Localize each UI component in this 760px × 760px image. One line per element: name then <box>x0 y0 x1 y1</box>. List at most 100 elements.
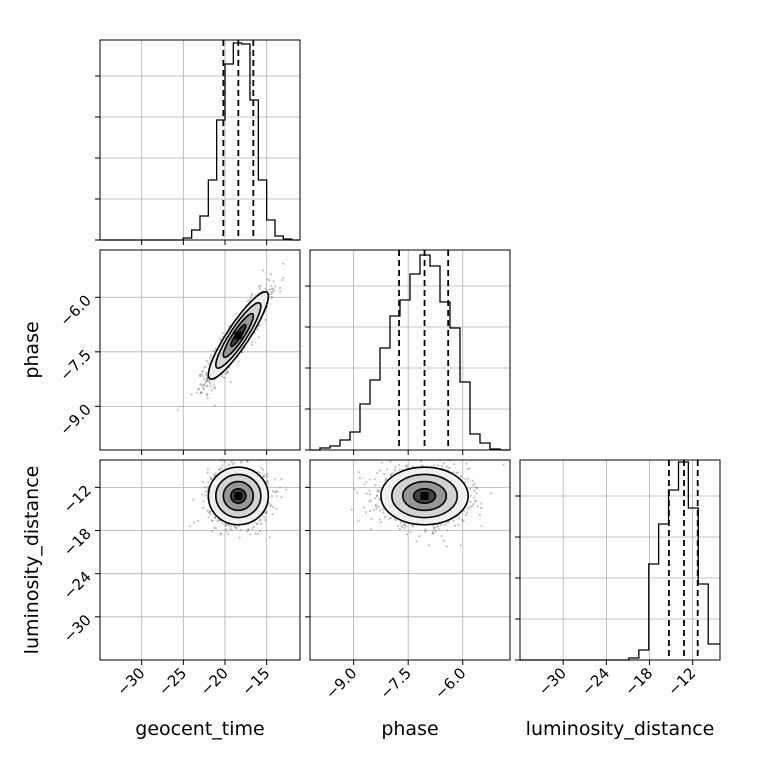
sample-point <box>201 370 204 373</box>
sample-point <box>452 519 455 523</box>
sample-point <box>405 464 409 467</box>
sample-point <box>467 506 470 509</box>
sample-point <box>217 468 221 471</box>
joint-content <box>310 460 510 660</box>
sample-point <box>401 524 404 527</box>
sample-point <box>220 455 222 457</box>
sample-point <box>235 312 238 315</box>
sample-point <box>274 490 277 493</box>
sample-point <box>206 393 209 396</box>
sample-point <box>209 513 212 516</box>
sample-point <box>270 292 273 296</box>
sample-point <box>462 510 466 513</box>
sample-point <box>502 463 505 466</box>
sample-point <box>202 500 205 503</box>
x-tick-label-geocent_time: −30 <box>113 664 148 699</box>
sample-point <box>364 511 368 514</box>
sample-point <box>357 471 361 474</box>
sample-point <box>256 522 259 525</box>
histogram-luminosity_distance <box>520 461 720 661</box>
sample-point <box>474 486 478 489</box>
sample-point <box>199 383 202 386</box>
sample-point <box>275 507 278 510</box>
sample-point <box>267 279 271 282</box>
sample-point <box>233 461 236 464</box>
sample-point <box>213 515 216 518</box>
sample-point <box>453 524 456 527</box>
sample-point <box>375 507 378 510</box>
sample-point <box>373 477 376 481</box>
sample-point <box>227 524 231 527</box>
sample-point <box>266 277 269 281</box>
sample-point <box>396 524 400 527</box>
sample-point <box>409 531 412 534</box>
sample-point <box>211 529 214 533</box>
sample-point <box>489 492 492 495</box>
x-tick-label-luminosity_distance: −12 <box>664 664 699 699</box>
sample-point <box>205 385 209 388</box>
sample-point <box>368 489 371 492</box>
sample-point <box>189 525 192 528</box>
sample-point <box>434 530 438 533</box>
sample-point <box>273 289 276 292</box>
sample-point <box>369 528 372 531</box>
sample-point <box>205 379 209 382</box>
sample-point <box>204 490 207 493</box>
sample-point <box>230 528 233 531</box>
sample-point <box>214 527 218 530</box>
x-tick-label-phase: −6.0 <box>431 664 469 702</box>
sample-point <box>453 463 456 466</box>
y-axis-label-luminosity_distance: luminosity_distance <box>21 466 43 655</box>
sample-point <box>388 518 391 521</box>
sample-point <box>197 519 200 523</box>
sample-point <box>210 519 214 522</box>
sample-point <box>201 374 204 378</box>
sample-point <box>382 511 385 514</box>
sample-point <box>439 523 443 526</box>
sample-point <box>227 463 230 466</box>
sample-point <box>226 369 229 372</box>
sample-point <box>227 532 230 536</box>
sample-point <box>269 273 272 276</box>
sample-point <box>204 365 207 368</box>
sample-point <box>379 520 383 524</box>
sample-point <box>440 534 443 538</box>
sample-point <box>210 477 213 481</box>
sample-point <box>247 528 250 532</box>
sample-point <box>205 372 208 375</box>
sample-point <box>247 528 250 531</box>
sample-point <box>268 536 271 539</box>
sample-point <box>258 324 261 327</box>
sample-point <box>356 491 359 495</box>
sample-point <box>246 530 249 533</box>
sample-point <box>261 468 265 472</box>
sample-point <box>363 483 366 486</box>
x-tick-label-phase: −7.5 <box>377 664 415 702</box>
joint-panel-phase-luminosity_distance <box>309 459 511 661</box>
sample-point <box>412 525 415 528</box>
sample-point <box>285 488 288 491</box>
sample-point <box>205 359 208 363</box>
sample-point <box>208 380 211 383</box>
sample-point <box>206 509 209 512</box>
sample-point <box>278 486 282 489</box>
sample-point <box>436 525 439 529</box>
sample-point <box>369 499 372 502</box>
sample-point <box>480 502 483 505</box>
sample-point <box>448 466 451 469</box>
sample-point <box>237 360 240 363</box>
sample-point <box>415 540 418 543</box>
sample-point <box>248 298 251 302</box>
sample-point <box>438 528 441 531</box>
sample-point <box>264 318 267 322</box>
sample-point <box>251 527 254 530</box>
sample-point <box>204 494 207 497</box>
sample-point <box>365 481 368 484</box>
histogram-phase <box>310 254 510 451</box>
sample-point <box>251 292 254 295</box>
sample-point <box>241 350 244 354</box>
sample-point <box>444 523 447 526</box>
sample-point <box>264 512 267 515</box>
sample-point <box>375 494 379 498</box>
